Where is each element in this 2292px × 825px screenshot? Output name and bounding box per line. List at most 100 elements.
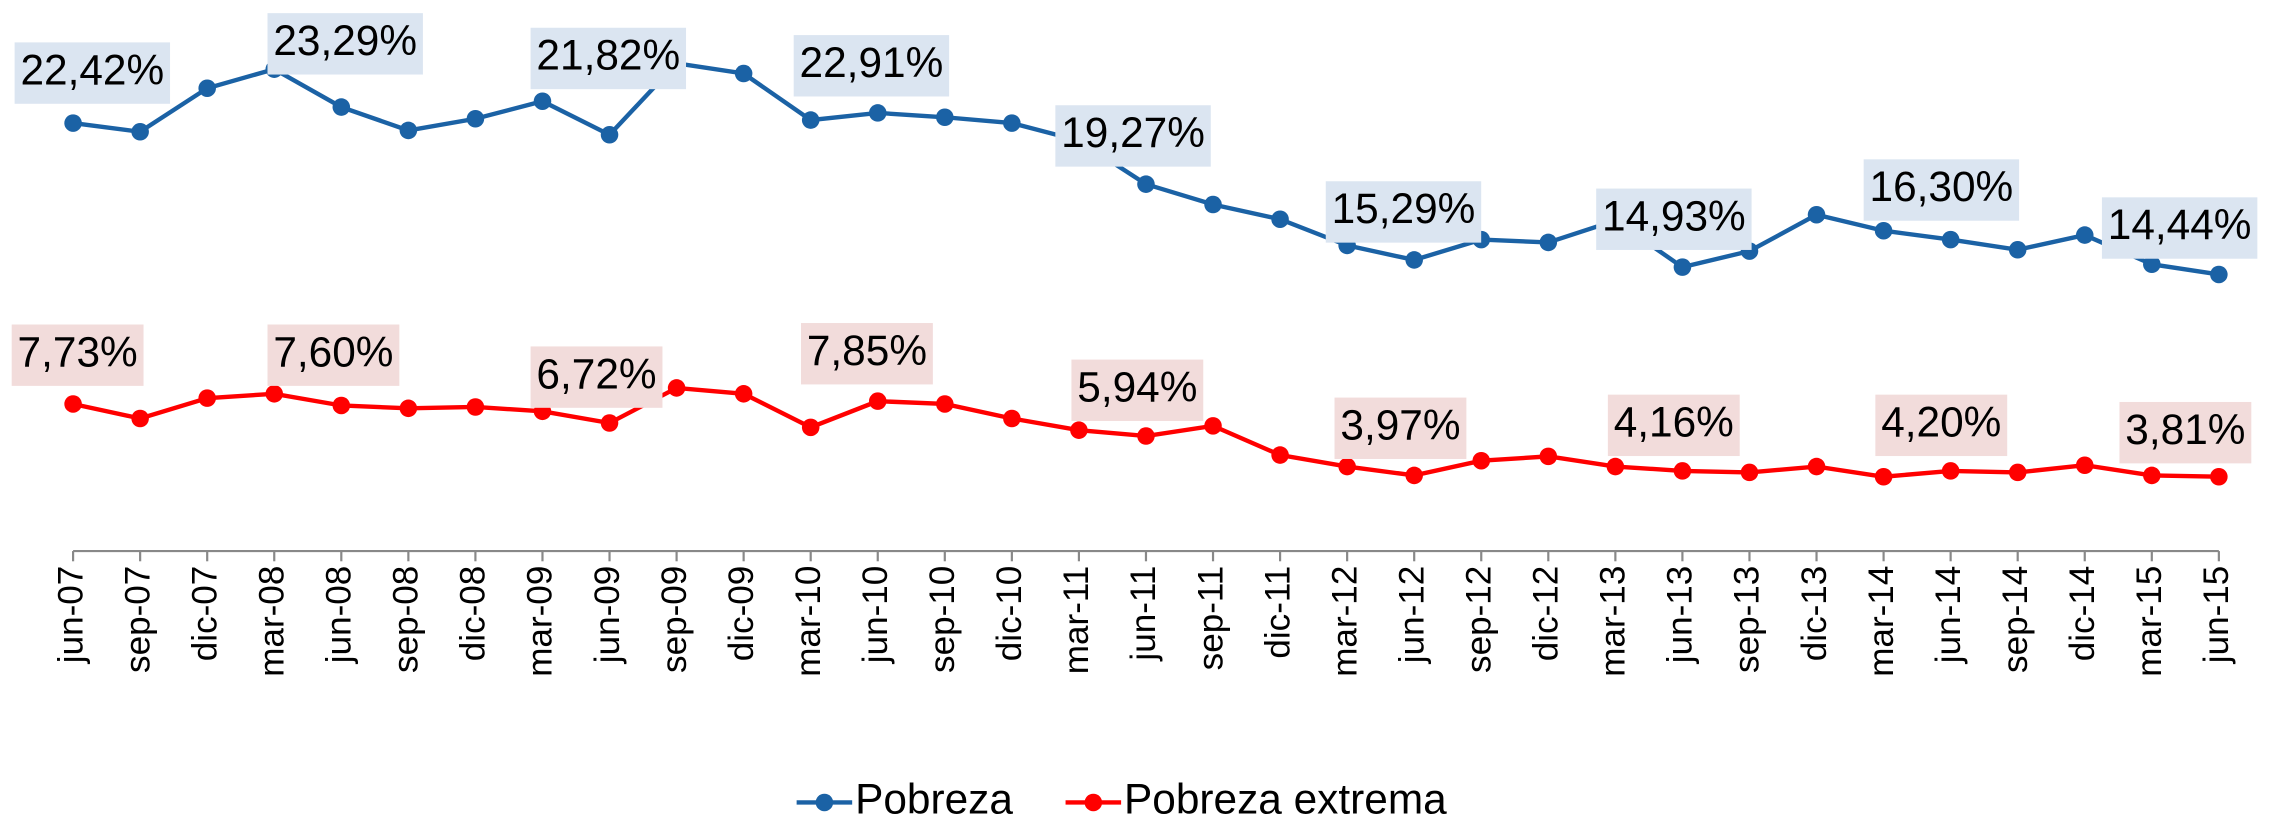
point xyxy=(2143,255,2161,274)
x-tick-label: dic-07 xyxy=(185,566,224,662)
point xyxy=(1338,457,1356,476)
data-label-box xyxy=(1071,359,1204,421)
point xyxy=(600,126,619,144)
point xyxy=(936,395,954,413)
x-tick-label: jun-08 xyxy=(320,566,359,665)
data-label-box xyxy=(1863,159,2020,221)
point xyxy=(1204,195,1222,214)
point xyxy=(399,399,418,418)
data-label: 3,81% xyxy=(2125,406,2245,453)
point xyxy=(1271,210,1289,229)
point xyxy=(1807,205,1826,224)
data-label-box xyxy=(793,35,950,97)
point xyxy=(1941,462,1960,480)
data-label: 4,20% xyxy=(1881,399,2001,446)
point xyxy=(734,385,753,403)
point xyxy=(332,98,351,116)
data-label-box xyxy=(2119,401,2252,464)
point xyxy=(332,396,351,415)
x-tick-label: sep-13 xyxy=(1728,566,1767,673)
x-tick-label: jun-09 xyxy=(588,566,627,665)
x-tick-label: mar-13 xyxy=(1594,566,1633,677)
point xyxy=(1874,467,1893,486)
x-tick-label: jun-12 xyxy=(1392,566,1431,665)
point xyxy=(1137,427,1155,445)
x-tick-label: sep-09 xyxy=(655,566,694,673)
point xyxy=(1405,251,1423,269)
point xyxy=(2008,241,2027,259)
x-tick-label: dic-14 xyxy=(2063,566,2102,662)
x-tick-label: dic-12 xyxy=(1527,566,1566,662)
data-label-box xyxy=(2101,197,2258,259)
x-tick-label: mar-11 xyxy=(1057,566,1096,675)
x-tick-label: jun-13 xyxy=(1661,566,1700,665)
data-label-box xyxy=(530,27,687,90)
data-label: 7,60% xyxy=(273,328,393,375)
data-label-box xyxy=(11,324,144,386)
point xyxy=(1606,457,1625,476)
point xyxy=(801,418,820,437)
legend-marker xyxy=(815,793,834,812)
point xyxy=(801,111,820,129)
data-label: 21,82% xyxy=(536,32,680,79)
point xyxy=(734,64,753,83)
point xyxy=(600,414,619,432)
x-tick-label: jun-07 xyxy=(51,566,90,665)
data-label-box xyxy=(1334,397,1467,459)
point xyxy=(2210,265,2228,284)
data-label: 7,73% xyxy=(18,328,138,375)
data-label: 14,93% xyxy=(1602,192,1746,239)
point xyxy=(1673,258,1692,276)
legend: Pobreza Pobreza extrema xyxy=(796,776,1447,823)
point xyxy=(64,114,82,132)
data-label-box xyxy=(1875,394,2008,457)
point xyxy=(1137,175,1155,193)
point xyxy=(2143,466,2161,485)
point xyxy=(1740,463,1759,482)
data-label: 22,91% xyxy=(800,39,944,86)
x-tick-label: mar-09 xyxy=(521,566,560,677)
x-tick-label: sep-12 xyxy=(1460,566,1499,673)
data-label: 6,72% xyxy=(536,350,656,397)
point xyxy=(2008,463,2027,482)
data-label: 7,85% xyxy=(807,327,927,374)
point xyxy=(399,121,418,140)
x-tick-label: sep-11 xyxy=(1191,566,1230,671)
x-tick-label: jun-11 xyxy=(1124,566,1163,662)
x-tick-label: sep-07 xyxy=(118,566,157,673)
plot: jun-07 sep-07 dic-07 mar-08 jun-08 sep-08 dic-… xyxy=(11,13,2258,823)
data-label: 3,97% xyxy=(1340,401,1460,448)
point xyxy=(131,122,149,141)
point xyxy=(2075,456,2094,475)
data-label: 15,29% xyxy=(1332,185,1476,232)
point xyxy=(1472,451,1491,470)
x-tick-label: sep-08 xyxy=(387,566,426,673)
x-tick-label: sep-10 xyxy=(923,566,962,673)
point xyxy=(1271,446,1289,464)
point xyxy=(1405,466,1423,485)
point xyxy=(131,409,149,428)
point xyxy=(466,398,485,416)
data-label: 19,27% xyxy=(1061,109,1205,156)
data-label-box xyxy=(530,346,663,408)
point xyxy=(1673,462,1692,480)
x-tick-label: dic-11 xyxy=(1258,566,1297,659)
point xyxy=(1070,421,1088,439)
point xyxy=(198,389,216,407)
x-tick-label: mar-10 xyxy=(789,566,828,677)
data-label: 23,29% xyxy=(273,17,417,64)
x-tick-label: jun-14 xyxy=(1929,566,1968,665)
point xyxy=(868,392,887,410)
data-label: 4,16% xyxy=(1614,399,1734,446)
x-tick-label: jun-15 xyxy=(2197,566,2236,665)
data-label-box xyxy=(801,323,933,385)
x-tick-label: dic-13 xyxy=(1795,566,1834,662)
point xyxy=(936,108,954,127)
point xyxy=(466,109,485,128)
x-tick-label: jun-10 xyxy=(856,566,895,665)
point xyxy=(533,92,552,110)
point xyxy=(1003,114,1021,132)
x-tick-label: mar-15 xyxy=(2130,566,2169,677)
x-tick-label: dic-09 xyxy=(722,566,761,662)
